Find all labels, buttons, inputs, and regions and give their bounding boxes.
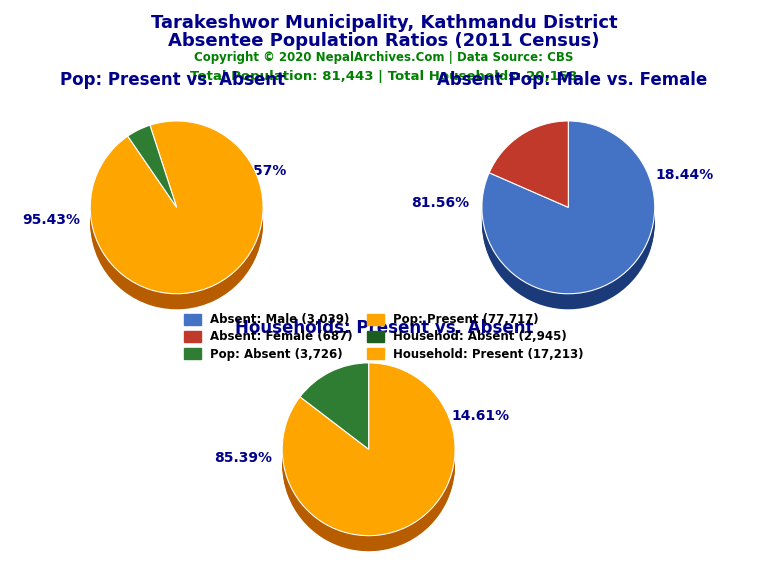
Wedge shape bbox=[283, 378, 455, 551]
Wedge shape bbox=[489, 124, 568, 210]
Wedge shape bbox=[482, 130, 654, 303]
Wedge shape bbox=[91, 137, 263, 309]
Wedge shape bbox=[300, 374, 369, 460]
Wedge shape bbox=[300, 378, 369, 465]
Text: 81.56%: 81.56% bbox=[412, 196, 469, 210]
Wedge shape bbox=[91, 135, 263, 308]
Wedge shape bbox=[489, 126, 568, 212]
Wedge shape bbox=[300, 366, 369, 452]
Wedge shape bbox=[127, 138, 177, 220]
Text: Total Population: 81,443 | Total Households: 20,158: Total Population: 81,443 | Total Househo… bbox=[190, 70, 578, 84]
Wedge shape bbox=[91, 126, 263, 298]
Wedge shape bbox=[489, 134, 568, 220]
Wedge shape bbox=[283, 369, 455, 542]
Text: 85.39%: 85.39% bbox=[214, 451, 273, 465]
Wedge shape bbox=[283, 365, 455, 537]
Wedge shape bbox=[283, 367, 455, 540]
Wedge shape bbox=[489, 135, 568, 221]
Wedge shape bbox=[489, 121, 568, 207]
Wedge shape bbox=[300, 365, 369, 451]
Text: Absentee Population Ratios (2011 Census): Absentee Population Ratios (2011 Census) bbox=[168, 32, 600, 50]
Wedge shape bbox=[127, 135, 177, 217]
Wedge shape bbox=[482, 124, 654, 297]
Wedge shape bbox=[489, 130, 568, 217]
Wedge shape bbox=[300, 376, 369, 462]
Wedge shape bbox=[482, 137, 654, 309]
Wedge shape bbox=[127, 141, 177, 223]
Wedge shape bbox=[300, 377, 369, 463]
Wedge shape bbox=[91, 127, 263, 300]
Wedge shape bbox=[127, 127, 177, 209]
Text: Households: Present vs. Absent: Households: Present vs. Absent bbox=[235, 319, 533, 337]
Wedge shape bbox=[300, 371, 369, 457]
Wedge shape bbox=[91, 121, 263, 294]
Wedge shape bbox=[91, 129, 263, 301]
Wedge shape bbox=[482, 132, 654, 305]
Text: 14.61%: 14.61% bbox=[452, 410, 510, 423]
Wedge shape bbox=[489, 127, 568, 214]
Wedge shape bbox=[127, 136, 177, 218]
Text: Tarakeshwor Municipality, Kathmandu District: Tarakeshwor Municipality, Kathmandu Dist… bbox=[151, 14, 617, 32]
Wedge shape bbox=[91, 134, 263, 306]
Wedge shape bbox=[127, 128, 177, 210]
Wedge shape bbox=[127, 131, 177, 214]
Wedge shape bbox=[91, 124, 263, 297]
Wedge shape bbox=[300, 372, 369, 458]
Wedge shape bbox=[283, 376, 455, 548]
Wedge shape bbox=[283, 363, 455, 536]
Wedge shape bbox=[489, 123, 568, 209]
Text: 4.57%: 4.57% bbox=[239, 164, 287, 178]
Wedge shape bbox=[127, 139, 177, 221]
Wedge shape bbox=[283, 377, 455, 550]
Wedge shape bbox=[489, 128, 568, 215]
Wedge shape bbox=[300, 369, 369, 456]
Wedge shape bbox=[91, 132, 263, 305]
Wedge shape bbox=[91, 123, 263, 295]
Wedge shape bbox=[482, 123, 654, 295]
Legend: Absent: Male (3,039), Absent: Female (687), Pop: Absent (3,726), Pop: Present (7: Absent: Male (3,039), Absent: Female (68… bbox=[184, 313, 584, 361]
Text: 95.43%: 95.43% bbox=[22, 213, 81, 228]
Wedge shape bbox=[482, 134, 654, 306]
Wedge shape bbox=[283, 374, 455, 547]
Wedge shape bbox=[489, 132, 568, 218]
Wedge shape bbox=[127, 125, 177, 207]
Wedge shape bbox=[482, 128, 654, 301]
Wedge shape bbox=[300, 367, 369, 454]
Text: Copyright © 2020 NepalArchives.Com | Data Source: CBS: Copyright © 2020 NepalArchives.Com | Dat… bbox=[194, 51, 574, 64]
Text: Pop: Present vs. Absent: Pop: Present vs. Absent bbox=[61, 71, 285, 89]
Wedge shape bbox=[283, 366, 455, 539]
Wedge shape bbox=[482, 135, 654, 308]
Wedge shape bbox=[300, 363, 369, 449]
Wedge shape bbox=[283, 372, 455, 545]
Wedge shape bbox=[127, 133, 177, 215]
Wedge shape bbox=[482, 121, 654, 294]
Wedge shape bbox=[127, 130, 177, 212]
Wedge shape bbox=[489, 137, 568, 223]
Wedge shape bbox=[283, 371, 455, 543]
Wedge shape bbox=[91, 130, 263, 303]
Text: 18.44%: 18.44% bbox=[656, 168, 714, 181]
Text: Absent Pop: Male vs. Female: Absent Pop: Male vs. Female bbox=[437, 71, 707, 89]
Wedge shape bbox=[482, 126, 654, 298]
Wedge shape bbox=[482, 127, 654, 300]
